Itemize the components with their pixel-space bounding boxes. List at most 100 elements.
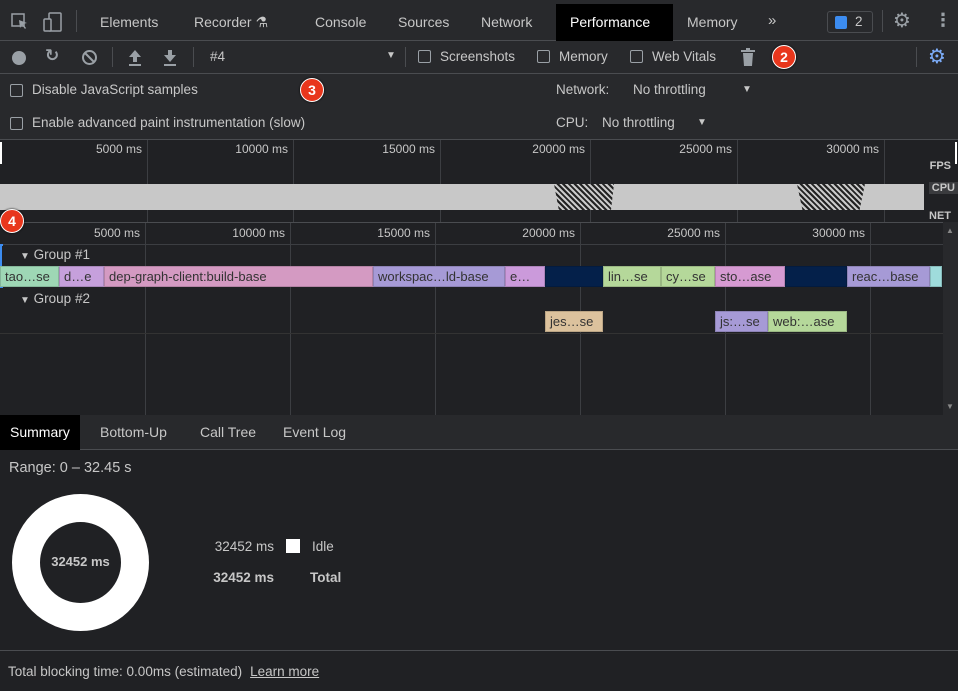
timing-bar[interactable]: workspac…ld-base <box>373 266 505 287</box>
idle-label: Idle <box>312 539 334 554</box>
idle-color-swatch <box>286 539 300 553</box>
issues-button[interactable]: 2 <box>827 11 873 33</box>
learn-more-link[interactable]: Learn more <box>250 663 320 679</box>
gridline <box>145 223 146 416</box>
screenshots-checkbox[interactable] <box>418 50 431 63</box>
tab-bottom-up[interactable]: Bottom-Up <box>100 424 167 440</box>
dropdown-arrow-icon: ▼ <box>742 84 752 95</box>
timing-bar[interactable]: js:…se <box>715 311 768 332</box>
timing-bar[interactable]: lin…se <box>603 266 661 287</box>
timing-bar[interactable] <box>785 266 847 287</box>
gridline <box>440 140 441 222</box>
tab-call-tree[interactable]: Call Tree <box>200 424 257 440</box>
timing-bar[interactable] <box>545 266 603 287</box>
net-track-label: NET <box>929 210 951 222</box>
group-2-name: Group #2 <box>33 291 90 306</box>
tab-performance[interactable]: Performance <box>556 4 673 41</box>
more-options-icon[interactable]: ⋮ <box>934 10 952 30</box>
fps-track-label: FPS <box>929 160 951 172</box>
scroll-up-icon[interactable]: ▲ <box>946 226 954 235</box>
performance-toolbar: ↻ #4 ▼ Screenshots Memory Web Vitals ⚙ <box>0 41 958 74</box>
capture-settings-icon[interactable]: ⚙ <box>928 46 946 68</box>
tab-memory[interactable]: Memory <box>687 14 738 30</box>
timing-bar[interactable]: e… <box>505 266 545 287</box>
download-icon[interactable] <box>162 49 178 66</box>
tab-network[interactable]: Network <box>481 14 533 30</box>
tab-sources[interactable]: Sources <box>398 14 450 30</box>
recording-select[interactable]: #4 ▼ <box>200 41 400 73</box>
time-tick-label: 30000 ms <box>826 142 879 156</box>
tab-recorder[interactable]: Recorder ⚗ <box>180 4 282 41</box>
time-tick-label: 25000 ms <box>667 226 720 240</box>
message-icon <box>835 16 847 29</box>
overview-right-handle[interactable] <box>955 142 957 164</box>
time-tick-label: 10000 ms <box>235 142 288 156</box>
cpu-label: CPU: <box>556 115 589 130</box>
disable-js-samples-checkbox[interactable] <box>10 84 23 97</box>
time-tick-label: 15000 ms <box>377 226 430 240</box>
advanced-paint-checkbox[interactable] <box>10 117 23 130</box>
timing-bar[interactable]: web:…ase <box>768 311 847 332</box>
timeline-overview[interactable]: 5000 ms 10000 ms 15000 ms 20000 ms 25000 ms 3… <box>0 140 958 222</box>
timeline-scrollbar[interactable]: ▲ ▼ <box>943 222 958 415</box>
cpu-hatched-region <box>797 184 865 210</box>
upload-icon[interactable] <box>127 49 143 66</box>
gridline <box>290 223 291 416</box>
scroll-down-icon[interactable]: ▼ <box>946 402 954 411</box>
issues-count: 2 <box>855 14 863 29</box>
delete-icon[interactable] <box>741 48 755 66</box>
timing-bar[interactable]: tao…se <box>0 266 59 287</box>
dropdown-arrow-icon: ▼ <box>697 117 707 128</box>
disable-js-samples-label: Disable JavaScript samples <box>32 82 198 97</box>
tab-elements[interactable]: Elements <box>100 14 159 30</box>
tab-summary[interactable]: Summary <box>0 415 80 450</box>
footer: Total blocking time: 0.00ms (estimated) … <box>0 650 958 691</box>
timing-bar[interactable]: reac…base <box>847 266 930 287</box>
web-vitals-checkbox[interactable] <box>630 50 643 63</box>
settings-gear-icon[interactable]: ⚙ <box>893 10 911 32</box>
details-tab-bar: Summary Bottom-Up Call Tree Event Log <box>0 415 958 450</box>
cpu-throttling-select[interactable]: No throttling ▼ <box>602 115 712 130</box>
network-throttling-select[interactable]: No throttling ▼ <box>633 82 758 97</box>
web-vitals-label: Web Vitals <box>652 49 717 64</box>
expand-triangle-icon: ▼ <box>20 295 30 306</box>
time-tick-label: 30000 ms <box>812 226 865 240</box>
time-tick-label: 20000 ms <box>522 226 575 240</box>
timing-bar[interactable]: sto…ase <box>715 266 785 287</box>
memory-checkbox[interactable] <box>537 50 550 63</box>
timing-bar[interactable]: dep-graph-client:build-base <box>104 266 373 287</box>
cpu-throttling-value: No throttling <box>602 115 675 130</box>
timings-flamechart[interactable]: 5000 ms 10000 ms 15000 ms 20000 ms 25000 ms 3… <box>0 222 943 416</box>
donut-total-label: 32452 ms <box>51 554 110 569</box>
tab-console[interactable]: Console <box>315 14 367 30</box>
tab-event-log[interactable]: Event Log <box>283 424 347 440</box>
group-2-header[interactable]: ▼ Group #2 <box>20 291 90 306</box>
reload-icon[interactable]: ↻ <box>45 46 60 65</box>
clear-icon[interactable] <box>81 49 98 66</box>
time-tick-label: 5000 ms <box>93 226 140 240</box>
timing-bar[interactable]: cy…se <box>661 266 715 287</box>
group-1-header[interactable]: ▼ Group #1 <box>20 247 90 262</box>
flask-icon: ⚗ <box>255 14 269 30</box>
gridline <box>435 223 436 416</box>
time-tick-label: 15000 ms <box>382 142 435 156</box>
overview-left-handle[interactable] <box>0 142 2 164</box>
timing-bar[interactable]: d…e <box>59 266 104 287</box>
timing-bar[interactable] <box>930 266 942 287</box>
recording-value: #4 <box>210 49 226 64</box>
annotation-marker: 3 <box>300 78 324 102</box>
time-tick-label: 5000 ms <box>95 142 142 156</box>
advanced-paint-label: Enable advanced paint instrumentation (s… <box>32 115 306 130</box>
screenshots-label: Screenshots <box>440 49 516 64</box>
record-icon[interactable] <box>12 51 26 65</box>
timing-bar[interactable]: jes…se <box>545 311 603 332</box>
more-tabs-icon[interactable]: » <box>768 12 777 29</box>
device-toolbar-icon[interactable] <box>43 12 63 32</box>
inspect-element-icon[interactable] <box>11 13 29 31</box>
devtools-tab-bar: Elements Recorder ⚗ Console Sources Netw… <box>0 0 958 41</box>
range-text: Range: 0 – 32.45 s <box>9 460 132 476</box>
time-tick-label: 25000 ms <box>679 142 732 156</box>
gridline <box>147 140 148 222</box>
idle-value: 32452 ms <box>214 539 274 554</box>
memory-label: Memory <box>559 49 608 64</box>
